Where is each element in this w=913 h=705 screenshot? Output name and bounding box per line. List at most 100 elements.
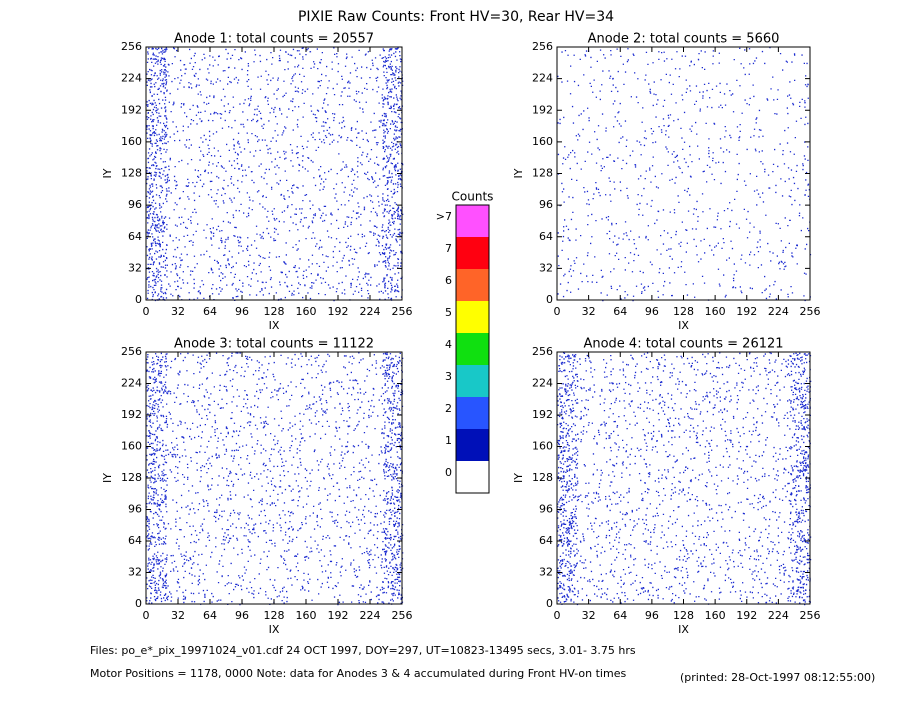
y-tick-label: 0 [546,597,553,610]
x-tick-label: 128 [673,305,694,318]
colorbar-title: Counts [452,190,494,204]
y-tick-label: 224 [121,72,142,85]
x-tick-label: 256 [800,609,821,622]
colorbar-swatch [456,301,489,333]
plot-frame [556,351,811,605]
x-tick-label: 128 [264,609,285,622]
y-tick-label: 96 [539,198,553,211]
plot-frame [556,46,811,301]
x-tick-label: 256 [392,305,413,318]
y-axis-label: IY [512,473,525,483]
footer-files: Files: po_e*_pix_19971024_v01.cdf 24 OCT… [90,644,636,657]
y-tick-label: 0 [135,293,142,306]
x-tick-label: 160 [705,305,726,318]
colorbar-swatch [456,237,489,269]
x-tick-label: 192 [736,305,757,318]
x-tick-label: 192 [328,305,349,318]
x-tick-label: 128 [673,609,694,622]
y-tick-label: 128 [532,471,553,484]
x-tick-label: 192 [736,609,757,622]
figure-title: PIXIE Raw Counts: Front HV=30, Rear HV=3… [298,9,614,25]
x-tick-label: 32 [171,305,185,318]
y-tick-label: 224 [532,377,553,390]
y-tick-label: 64 [128,230,142,243]
x-tick-label: 32 [171,609,185,622]
x-tick-label: 64 [613,305,627,318]
x-tick-label: 96 [235,305,249,318]
x-tick-label: 256 [392,609,413,622]
colorbar-swatch [456,205,489,237]
colorbar-label: 0 [445,466,452,479]
x-axis-label: IX [678,319,689,332]
y-tick-label: 96 [539,503,553,516]
x-tick-label: 0 [143,609,150,622]
x-tick-label: 0 [554,305,561,318]
x-tick-label: 64 [203,305,217,318]
chart-title: Anode 1: total counts = 20557 [174,32,374,47]
y-tick-label: 0 [546,293,553,306]
y-tick-label: 160 [532,440,553,453]
y-tick-label: 192 [532,103,553,116]
y-tick-label: 224 [532,72,553,85]
x-tick-label: 224 [768,609,789,622]
x-tick-label: 32 [582,305,596,318]
colorbar-swatch [456,365,489,397]
x-tick-label: 96 [645,305,659,318]
y-tick-label: 32 [539,261,553,274]
y-tick-label: 0 [135,597,142,610]
y-tick-label: 64 [128,534,142,547]
x-tick-label: 160 [705,609,726,622]
x-tick-label: 0 [143,305,150,318]
x-axis-label: IX [678,623,689,636]
colorbar-label: 7 [445,242,452,255]
count-texture [146,352,404,606]
colorbar-swatch [456,429,489,461]
y-tick-label: 160 [121,135,142,148]
colorbar-swatch [456,333,489,365]
chart-title: Anode 3: total counts = 11122 [174,337,374,352]
x-tick-label: 192 [328,609,349,622]
y-tick-label: 160 [121,440,142,453]
y-tick-label: 64 [539,230,553,243]
x-tick-label: 256 [800,305,821,318]
y-tick-label: 256 [532,345,553,358]
colorbar-label: 6 [445,274,452,287]
x-tick-label: 160 [296,609,317,622]
y-tick-label: 96 [128,198,142,211]
colorbar-frame [455,204,490,494]
count-texture [557,47,812,302]
colorbar-swatch [456,269,489,301]
y-tick-label: 256 [532,40,553,53]
y-tick-label: 192 [121,103,142,116]
x-tick-label: 128 [264,305,285,318]
x-tick-label: 96 [645,609,659,622]
y-tick-label: 32 [539,566,553,579]
footer-printed: (printed: 28-Oct-1997 08:12:55:00) [680,671,875,684]
x-tick-label: 224 [768,305,789,318]
y-tick-label: 64 [539,534,553,547]
colorbar-label: 1 [445,434,452,447]
x-tick-label: 64 [203,609,217,622]
x-tick-label: 64 [613,609,627,622]
x-tick-label: 32 [582,609,596,622]
y-tick-label: 224 [121,377,142,390]
y-tick-label: 192 [121,408,142,421]
colorbar-label: 5 [445,306,452,319]
y-tick-label: 96 [128,503,142,516]
x-axis-label: IX [269,623,280,636]
colorbar-label: 3 [445,370,452,383]
count-texture [557,352,812,606]
y-tick-label: 32 [128,566,142,579]
footer-motor: Motor Positions = 1178, 0000 Note: data … [90,667,626,680]
colorbar-label: >7 [436,210,452,223]
plot-frame [145,46,403,301]
x-tick-label: 160 [296,305,317,318]
colorbar-label: 4 [445,338,452,351]
y-axis-label: IY [101,473,114,483]
x-axis-label: IX [269,319,280,332]
count-texture [146,47,404,302]
y-tick-label: 256 [121,40,142,53]
y-tick-label: 128 [532,167,553,180]
x-tick-label: 224 [360,609,381,622]
